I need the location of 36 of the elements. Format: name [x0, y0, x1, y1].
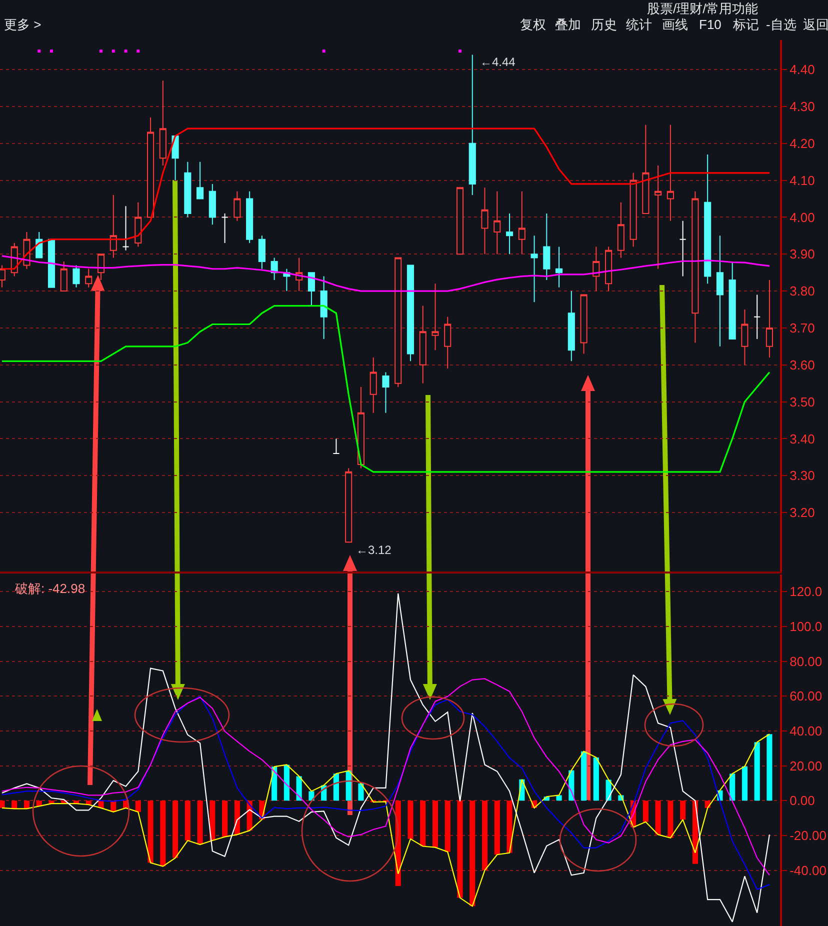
text: 叠加: [555, 17, 581, 32]
y-tick-label: -40.00: [790, 862, 826, 878]
text: F10: [699, 17, 722, 32]
y-tick-label: -20.00: [790, 828, 826, 843]
y-tick-label: 4.10: [790, 172, 815, 188]
annotation: ←3.12: [356, 543, 392, 557]
text: 更多 >: [4, 17, 42, 32]
y-tick-label: 4.30: [790, 99, 815, 114]
text: 破解: -42.98: [14, 581, 86, 596]
y-tick-label: 60.00: [790, 688, 822, 704]
y-tick-label: 20.00: [790, 758, 822, 774]
y-tick-label: 3.30: [790, 468, 815, 484]
text: 返回: [803, 17, 828, 32]
y-tick-label: 120.0: [790, 584, 822, 600]
text: 股票/理财/常用功能: [647, 1, 758, 16]
y-tick-label: 4.40: [790, 62, 815, 78]
y-tick-label: 0.00: [790, 793, 815, 808]
text: 画线: [662, 17, 688, 32]
y-tick-label: 40.00: [790, 724, 822, 739]
text: -自选: [766, 17, 796, 32]
text: 历史: [591, 17, 617, 32]
y-tick-label: 3.80: [790, 284, 815, 299]
annotation: ←4.44: [480, 55, 516, 69]
text: 标记: [732, 17, 759, 32]
y-tick-label: 3.50: [790, 394, 815, 410]
y-tick-label: 3.20: [790, 505, 815, 520]
y-tick-label: 3.90: [790, 246, 815, 262]
y-tick-label: 4.20: [790, 136, 815, 151]
text: 统计: [626, 17, 652, 32]
text: 复权: [520, 17, 546, 32]
y-tick-label: 3.70: [790, 320, 815, 336]
y-tick-label: 100.0: [790, 619, 822, 634]
y-tick-label: 3.40: [790, 431, 815, 446]
y-tick-label: 4.00: [790, 210, 815, 225]
y-tick-label: 3.60: [790, 357, 815, 372]
y-tick-label: 80.00: [790, 654, 822, 669]
